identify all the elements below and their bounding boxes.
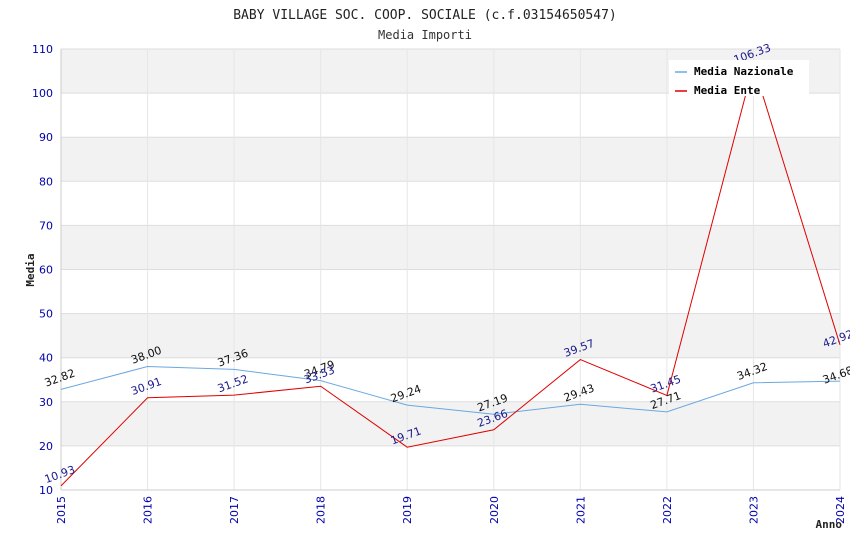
y-tick-label: 10 bbox=[39, 484, 53, 497]
legend-box bbox=[669, 60, 809, 96]
series-line-media-nazionale bbox=[60, 366, 841, 415]
x-tick-label: 2018 bbox=[315, 496, 328, 524]
x-tick-label: 2022 bbox=[661, 496, 674, 524]
x-axis-label: Anno bbox=[816, 518, 843, 531]
x-tick-label: 2024 bbox=[834, 496, 847, 524]
y-tick-label: 70 bbox=[39, 219, 53, 232]
x-tick-label: 2020 bbox=[488, 496, 501, 524]
y-axis-label: Media bbox=[24, 253, 37, 286]
y-tick-labels: 10 20 30 40 50 60 70 80 90 100 110 bbox=[32, 43, 53, 497]
series-lines bbox=[60, 63, 841, 487]
y-tick-label: 110 bbox=[32, 43, 53, 56]
x-tick-label: 2021 bbox=[574, 496, 587, 524]
legend-label-media-ente: Media Ente bbox=[694, 84, 761, 97]
axes bbox=[60, 49, 840, 491]
x-tick-label: 2019 bbox=[401, 496, 414, 524]
data-label-media-ente: 10.93 bbox=[43, 463, 77, 486]
y-tick-label: 100 bbox=[32, 87, 53, 100]
y-tick-label: 90 bbox=[39, 131, 53, 144]
x-tick-labels: 2015 2016 2017 2018 2019 2020 2021 2022 2023 2024 bbox=[55, 496, 847, 524]
data-label-media-nazionale: 29.43 bbox=[562, 382, 596, 405]
grid-band bbox=[61, 313, 840, 358]
x-tick-label: 2015 bbox=[55, 496, 68, 524]
y-tick-label: 30 bbox=[39, 396, 53, 409]
grid-band bbox=[61, 137, 840, 182]
legend-label-media-nazionale: Media Nazionale bbox=[694, 65, 794, 78]
data-label-media-ente: 30.91 bbox=[129, 375, 163, 398]
data-label-media-ente: 31.52 bbox=[216, 372, 250, 395]
chart-title: BABY VILLAGE SOC. COOP. SOCIALE (c.f.031… bbox=[233, 8, 617, 23]
grid-band bbox=[61, 401, 840, 446]
x-tick-label: 2016 bbox=[142, 496, 155, 524]
y-tick-label: 40 bbox=[39, 352, 53, 365]
y-tick-label: 60 bbox=[39, 264, 53, 277]
chart-subtitle: Media Importi bbox=[378, 28, 472, 42]
y-tick-label: 80 bbox=[39, 175, 53, 188]
x-tick-label: 2023 bbox=[747, 496, 760, 524]
data-label-media-nazionale: 34.68 bbox=[821, 364, 850, 387]
grid-bands bbox=[61, 49, 840, 446]
x-tick-label: 2017 bbox=[228, 496, 241, 524]
data-label-media-nazionale: 34.32 bbox=[735, 360, 769, 383]
y-tick-label: 50 bbox=[39, 308, 53, 321]
legend: Media Nazionale Media Ente bbox=[669, 60, 809, 97]
y-tick-label: 20 bbox=[39, 440, 53, 453]
grid-band bbox=[61, 225, 840, 270]
series-line-media-ente bbox=[60, 63, 841, 487]
